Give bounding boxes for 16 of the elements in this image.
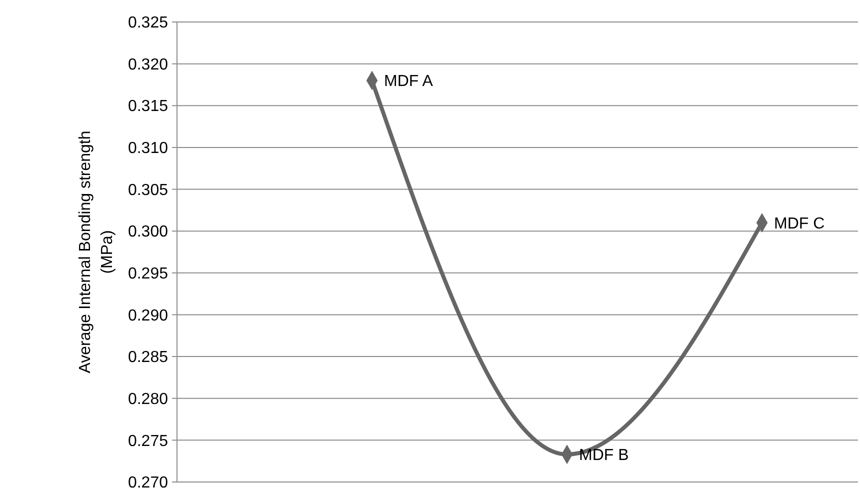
annotation: MDF B (579, 447, 629, 464)
annotation: MDF A (384, 73, 434, 90)
annotation: MDF C (774, 215, 825, 232)
y-tick-label: 0.290 (128, 307, 168, 324)
y-tick-label: 0.300 (128, 224, 168, 241)
y-tick-label: 0.320 (128, 56, 168, 74)
y-axis-title: Average Internal Bonding strength (MPa) (77, 130, 116, 374)
y-tick-label: 0.295 (128, 266, 168, 283)
y-tick-label: 0.325 (128, 14, 168, 32)
y-tick-label: 0.315 (128, 98, 168, 116)
y-tick-label: 0.310 (128, 140, 168, 158)
y-tick-label: 0.285 (128, 349, 168, 366)
y-tick-label: 0.275 (128, 432, 168, 450)
y-tick-label: 0.270 (128, 474, 168, 492)
y-tick-label: 0.280 (128, 390, 168, 408)
y-tick-label: 0.305 (128, 182, 168, 199)
